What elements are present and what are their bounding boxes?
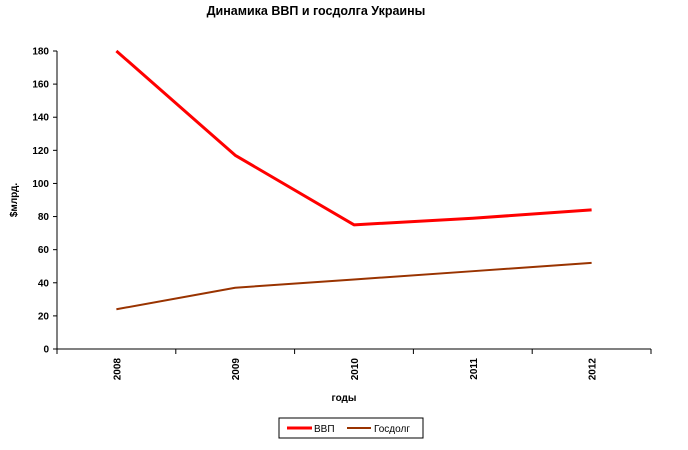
y-tick-label: 160	[32, 80, 49, 91]
plot-area: 0 20 40 60 80 100 120 140 160 180 2008 2009 2010 2011…	[32, 47, 651, 381]
y-tick-label: 140	[32, 113, 49, 124]
y-tick-label: 180	[32, 47, 49, 58]
x-tick-label: 2010	[350, 358, 361, 381]
series-line-debt	[116, 263, 591, 309]
x-tick-label: 2011	[469, 358, 480, 380]
y-tick-label: 0	[43, 345, 49, 356]
x-tick-label: 2008	[112, 358, 123, 381]
y-tick-label: 80	[38, 212, 50, 223]
chart-title: Динамика ВВП и госдолга Украины	[207, 4, 426, 18]
legend-label-debt: Госдолг	[374, 424, 410, 435]
y-tick-label: 60	[38, 245, 50, 256]
series-line-gdp	[116, 51, 591, 225]
y-tick-label: 20	[38, 311, 50, 322]
y-axis-label: $млрд.	[9, 183, 20, 218]
legend: ВВП Госдолг	[279, 418, 423, 438]
x-tick-label: 2012	[588, 358, 599, 381]
y-tick-label: 100	[32, 179, 49, 190]
legend-label-gdp: ВВП	[314, 424, 335, 435]
x-tick-label: 2009	[231, 358, 242, 381]
x-axis-label: годы	[332, 393, 357, 404]
y-tick-label: 40	[38, 278, 50, 289]
y-tick-label: 120	[32, 146, 49, 157]
